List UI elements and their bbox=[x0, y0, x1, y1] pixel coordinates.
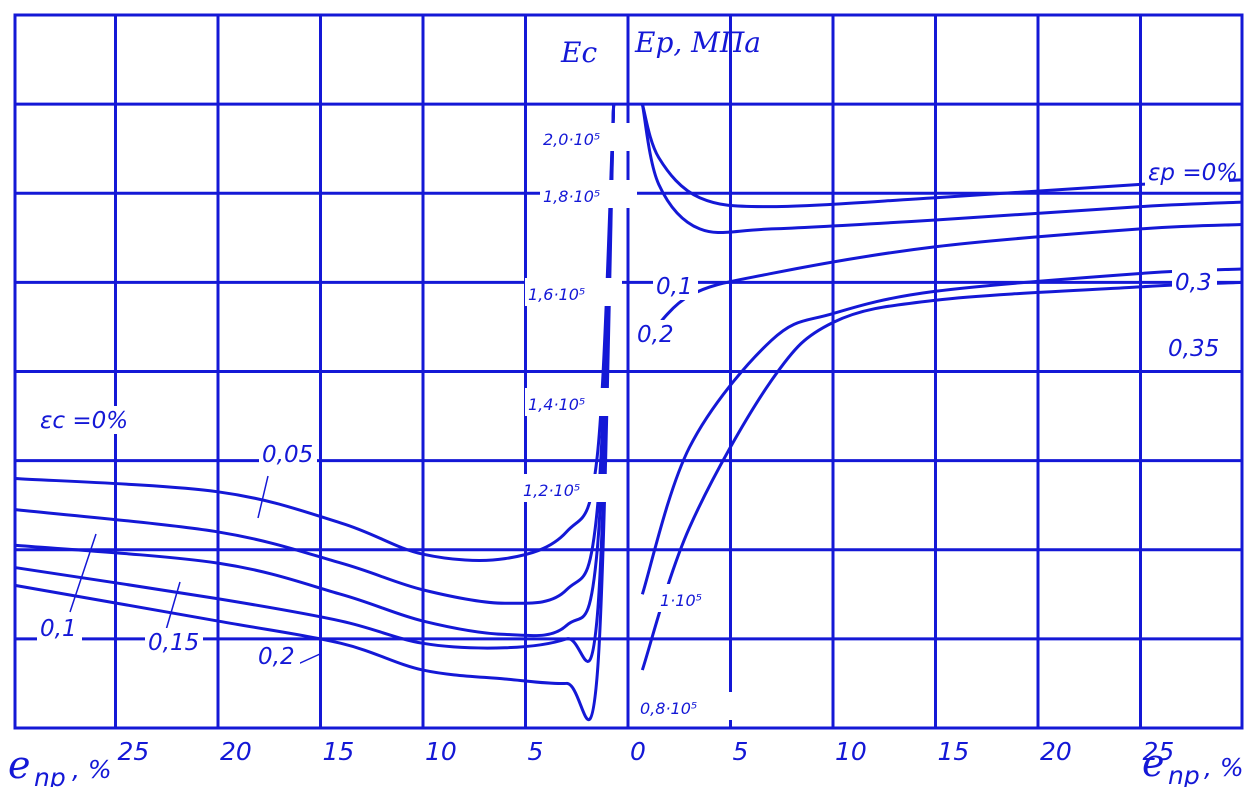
y-tick-3-bg bbox=[525, 388, 622, 416]
x-tick-right-0-bg bbox=[627, 738, 648, 766]
y-tick-2: 1,2·10⁵ bbox=[523, 481, 580, 500]
x-tick-right-20-bg bbox=[1037, 738, 1073, 766]
x-tick-left-10-bg bbox=[422, 738, 458, 766]
labels: 25 20 15 10 5 0 5 10 15 20 25 0,8·10⁵ 1·10⁵ 1,2·10⁵ 1,… bbox=[37, 123, 1238, 766]
x-tick-right-15: 15 bbox=[938, 737, 970, 766]
compression-label-2-bg bbox=[37, 614, 82, 642]
tension-label-4-bg bbox=[1165, 334, 1223, 362]
tension-curve-4 bbox=[640, 280, 1243, 671]
x-tick-right-10: 10 bbox=[835, 737, 867, 766]
x-axis-label-left-sub: np bbox=[34, 763, 66, 787]
y-tick-0-bg bbox=[637, 692, 734, 720]
compression-label-1: 0,05 bbox=[262, 442, 313, 468]
x-tick-right-25: 25 bbox=[1143, 737, 1175, 766]
y-tick-6: 2,0·10⁵ bbox=[543, 130, 600, 149]
tension-curve-3 bbox=[640, 267, 1243, 595]
y-tick-2-bg bbox=[520, 474, 617, 502]
y-tick-4: 1,6·10⁵ bbox=[528, 285, 585, 304]
compression-label-0-bg bbox=[37, 406, 121, 434]
x-axis-label-left-main: e bbox=[8, 743, 31, 787]
compression-label-1-bg bbox=[259, 440, 317, 468]
tension-curve-2 bbox=[641, 222, 1243, 346]
x-tick-left-25: 25 bbox=[118, 737, 150, 766]
tension-label-0-bg bbox=[1145, 158, 1229, 186]
compression-curve-3 bbox=[14, 104, 616, 663]
x-tick-left-15: 15 bbox=[323, 737, 355, 766]
chart-title-left: Ec bbox=[560, 36, 597, 69]
compression-label-4: 0,2 bbox=[258, 644, 295, 670]
x-axis-label-left: e np , % bbox=[8, 743, 112, 787]
x-tick-right-10-bg bbox=[832, 738, 868, 766]
leader-line-1 bbox=[69, 533, 97, 613]
leader-line-2 bbox=[165, 581, 181, 631]
x-tick-right-5-bg bbox=[729, 738, 751, 766]
tension-label-2: 0,2 bbox=[637, 322, 674, 348]
chart-title-right: Ep, MПa bbox=[634, 26, 761, 59]
x-axis-label-right-main: e bbox=[1142, 741, 1165, 785]
compression-label-3-bg bbox=[145, 628, 203, 656]
tension-label-3: 0,3 bbox=[1175, 270, 1212, 296]
tension-label-3-bg bbox=[1172, 268, 1217, 296]
x-tick-right-5: 5 bbox=[733, 737, 749, 766]
tension-label-1-bg bbox=[653, 272, 698, 300]
y-tick-6-bg bbox=[540, 123, 637, 151]
compression-curve-2 bbox=[14, 104, 616, 638]
x-tick-left-20: 20 bbox=[220, 737, 252, 766]
x-tick-right-25-bg bbox=[1139, 738, 1176, 766]
tension-label-2-bg bbox=[634, 320, 679, 348]
x-axis-label-right: e np , % bbox=[1142, 741, 1244, 787]
grid bbox=[13, 13, 1244, 730]
x-tick-right-20: 20 bbox=[1040, 737, 1072, 766]
compression-label-3: 0,15 bbox=[148, 630, 199, 656]
x-tick-right-15-bg bbox=[934, 738, 971, 766]
compression-curve-4 bbox=[14, 104, 616, 722]
y-tick-1: 1·10⁵ bbox=[660, 591, 702, 610]
y-tick-1-bg bbox=[657, 584, 728, 612]
x-tick-left-25-bg bbox=[114, 738, 151, 766]
x-tick-left-20-bg bbox=[217, 738, 253, 766]
y-tick-5-bg bbox=[540, 180, 637, 208]
compression-label-4-bg bbox=[255, 642, 300, 670]
y-tick-5: 1,8·10⁵ bbox=[543, 187, 600, 206]
tension-curve-1 bbox=[640, 103, 1243, 235]
x-axis-label-left-unit: , % bbox=[72, 755, 112, 784]
x-axis-label-right-unit: , % bbox=[1204, 753, 1244, 782]
x-tick-left-5-bg bbox=[524, 738, 546, 766]
compression-curve-1 bbox=[14, 104, 616, 605]
leader-line-3 bbox=[297, 653, 321, 665]
y-tick-4-bg bbox=[525, 278, 622, 306]
leader-lines bbox=[69, 475, 321, 665]
x-tick-left-5: 5 bbox=[528, 737, 544, 766]
tension-label-4: 0,35 bbox=[1168, 336, 1219, 362]
tension-curve-0 bbox=[640, 103, 1243, 209]
x-tick-right-0: 0 bbox=[630, 737, 646, 766]
x-tick-left-15-bg bbox=[319, 738, 356, 766]
y-tick-3: 1,4·10⁵ bbox=[528, 395, 585, 414]
tension-label-0: εp =0% bbox=[1148, 160, 1238, 186]
tension-label-1: 0,1 bbox=[656, 274, 693, 300]
x-tick-left-10: 10 bbox=[425, 737, 457, 766]
compression-label-2: 0,1 bbox=[40, 616, 77, 642]
y-tick-0: 0,8·10⁵ bbox=[640, 699, 697, 718]
x-axis-label-right-sub: np bbox=[1168, 761, 1200, 787]
leader-line-0 bbox=[257, 475, 269, 519]
compression-label-0: εc =0% bbox=[40, 408, 128, 434]
